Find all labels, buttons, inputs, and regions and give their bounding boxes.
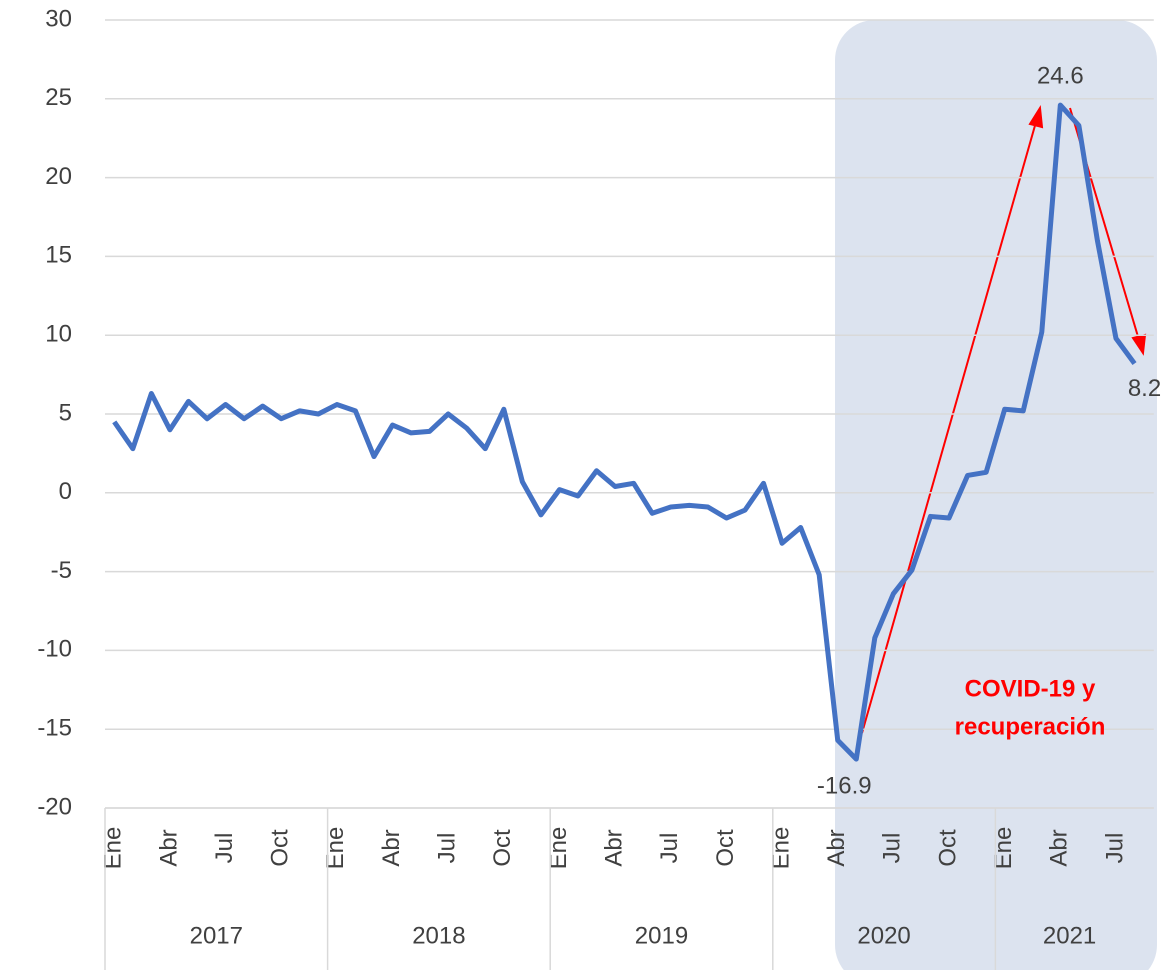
y-tick-label: 20 (45, 163, 72, 190)
x-tick-label: Abr (823, 829, 850, 866)
x-tick-label: Abr (155, 829, 182, 866)
x-tick-label: Oct (934, 829, 961, 867)
x-tick-label: Ene (767, 827, 794, 870)
annotation: COVID-19 y (965, 675, 1096, 702)
x-tick-label: Abr (378, 829, 405, 866)
arrow-head (1131, 333, 1147, 356)
y-tick-label: -15 (37, 715, 72, 742)
y-tick-label: 10 (45, 321, 72, 348)
x-tick-label: Jul (434, 833, 461, 864)
y-tick-label: -5 (51, 557, 72, 584)
x-tick-label: Oct (267, 829, 294, 867)
data-line (112, 102, 1137, 762)
y-tick-label: -10 (37, 636, 72, 663)
x-tick-label: Oct (489, 829, 516, 867)
x-tick-label: Jul (211, 833, 238, 864)
x-tick-label: Ene (322, 827, 349, 870)
x-tick-label: Ene (990, 827, 1017, 870)
x-tick-label: Oct (712, 829, 739, 867)
y-tick-label: 30 (45, 5, 72, 32)
x-tick-label: Ene (100, 827, 127, 870)
data-label: 24.6 (1037, 62, 1084, 89)
arrow-head (1028, 105, 1044, 129)
year-label: 2021 (1043, 922, 1096, 949)
year-label: 2017 (190, 922, 243, 949)
x-tick-label: Abr (1046, 829, 1073, 866)
x-tick-label: Ene (545, 827, 572, 870)
y-tick-label: 5 (59, 399, 72, 426)
x-tick-label: Jul (656, 833, 683, 864)
data-label: 8.2 (1128, 375, 1161, 402)
year-label: 2020 (857, 922, 910, 949)
year-label: 2019 (635, 922, 688, 949)
y-tick-label: 15 (45, 242, 72, 269)
y-tick-label: 25 (45, 84, 72, 111)
data-label: -16.9 (817, 772, 872, 799)
x-tick-label: Jul (879, 833, 906, 864)
annotation: recuperación (955, 713, 1106, 740)
highlight-region (835, 20, 1157, 970)
x-tick-label: Jul (1101, 833, 1128, 864)
arrow-up (861, 121, 1037, 734)
y-tick-label: 0 (59, 478, 72, 505)
year-label: 2018 (412, 922, 465, 949)
x-tick-label: Abr (600, 829, 627, 866)
y-tick-label: -20 (37, 793, 72, 820)
